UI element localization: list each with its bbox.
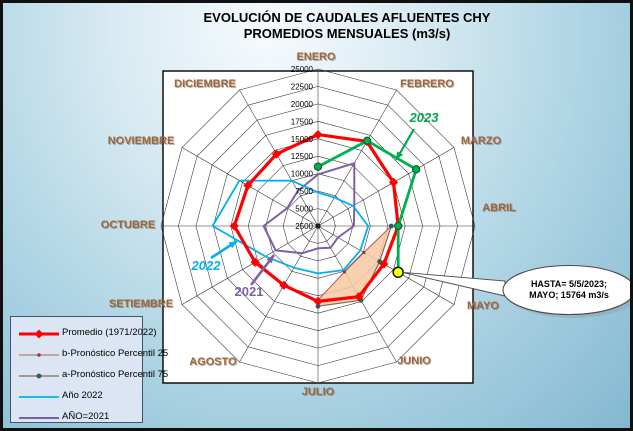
legend-item: AÑO=2021 — [16, 406, 142, 427]
svg-text:2021: 2021 — [235, 284, 264, 299]
month-label: DICIEMBRE — [174, 78, 236, 90]
tick-label: 22500 — [291, 82, 314, 91]
month-label: ENERO — [296, 51, 336, 63]
highlight-point — [392, 266, 404, 278]
marker-diamond — [379, 259, 389, 269]
callout-line2: MAYO; 15764 m3/s — [529, 290, 609, 300]
chart-title-line1: EVOLUCIÓN DE CAUDALES AFLUENTES CHY — [203, 10, 491, 25]
annotation-2022: 2022 — [191, 239, 238, 273]
marker-diamond — [313, 296, 323, 306]
marker-dot-small — [342, 270, 347, 274]
callout: HASTA= 5/5/2023;MAYO; 15764 m3/s — [402, 264, 630, 318]
chart-title: EVOLUCIÓN DE CAUDALES AFLUENTES CHY PROM… — [161, 10, 533, 42]
legend: Promedio (1971/2022) b-Pronóstico Percen… — [10, 316, 168, 423]
month-label: MAYO — [467, 300, 499, 312]
legend-item: b-Pronóstico Percentil 25 — [16, 343, 168, 364]
month-label: JULIO — [302, 386, 335, 398]
marker-circle — [362, 136, 372, 145]
legend-label: a-Pronóstico Percentil 75 — [62, 369, 169, 380]
grid-spoke — [239, 225, 319, 363]
month-label: MARZO — [461, 135, 502, 147]
marker-dot — [388, 223, 394, 229]
marker-dot — [315, 303, 321, 309]
month-label: NOVIEMBRE — [108, 135, 175, 147]
forecast-band — [318, 226, 392, 307]
month-label: FEBRERO — [400, 78, 454, 90]
legend-item: Promedio (1971/2022) — [16, 322, 157, 343]
center-dot — [315, 223, 321, 229]
marker-circle — [411, 165, 421, 174]
series-a-o-2022 — [211, 179, 370, 275]
legend-swatch-promedio — [16, 327, 62, 339]
tick-label: 12500 — [291, 152, 314, 161]
legend-label: b-Pronóstico Percentil 25 — [62, 348, 169, 359]
tick-labels: 2500 5000 7500 10000 12500 15000 17500 20000 225… — [291, 65, 314, 231]
callout-line1: HASTA= 5/5/2023; — [531, 279, 607, 289]
tick-label: 10000 — [291, 170, 314, 179]
grid-spoke — [317, 89, 397, 227]
annotation-2023: 2023 — [395, 110, 440, 161]
radar-chart: 2500 5000 7500 10000 12500 15000 17500 20000 225… — [101, 51, 630, 398]
month-label: SETIEMBRE — [109, 298, 173, 310]
legend-label: Año 2022 — [62, 390, 103, 401]
marker-diamond — [313, 129, 323, 140]
legend-swatch-2022 — [16, 390, 62, 402]
marker-diamond — [279, 280, 289, 290]
tick-label: 2500 — [295, 222, 313, 231]
marker-diamond — [229, 221, 239, 231]
marker-circle — [394, 221, 403, 231]
legend-swatch-percentil75 — [16, 369, 62, 381]
legend-item: a-Pronóstico Percentil 75 — [16, 364, 168, 385]
tick-label: 20000 — [291, 100, 314, 109]
month-labels: ENERO FEBRERO MARZO ABRIL MAYO JUNIO JULIO AGOS… — [101, 51, 516, 398]
tick-label: 5000 — [295, 205, 313, 214]
tick-label: 7500 — [295, 187, 313, 196]
legend-swatch-2021 — [16, 411, 62, 423]
legend-swatch-percentil25 — [16, 348, 62, 360]
grid-spoke — [317, 147, 455, 227]
svg-text:2023: 2023 — [409, 110, 440, 125]
marker-diamond — [354, 292, 364, 302]
grid-spoke — [181, 225, 319, 305]
month-label: JUNIO — [397, 355, 431, 367]
month-label: AGOSTO — [189, 356, 237, 368]
marker-circle — [313, 162, 323, 171]
grid — [160, 68, 476, 384]
marker-diamond — [271, 149, 282, 159]
marker-diamond — [388, 177, 399, 187]
annotation-2021: 2021 — [235, 254, 276, 299]
tick-label: 25000 — [291, 65, 314, 74]
legend-label: AÑO=2021 — [62, 411, 110, 422]
grid-spoke — [239, 89, 319, 227]
marker-diamond — [250, 257, 260, 267]
svg-text:2022: 2022 — [191, 258, 222, 273]
chart-title-line2: PROMEDIOS MENSUALES (m3/s) — [243, 26, 451, 41]
legend-label: Promedio (1971/2022) — [62, 327, 157, 338]
marker-diamond — [243, 180, 253, 191]
month-label: ABRIL — [482, 202, 516, 214]
marker-dot-small — [362, 250, 366, 255]
tick-label: 15000 — [291, 135, 314, 144]
legend-item: Año 2022 — [16, 385, 142, 406]
tick-label: 17500 — [291, 117, 314, 126]
series-a-o-2021 — [262, 162, 356, 255]
month-label: OCTUBRE — [101, 219, 155, 231]
